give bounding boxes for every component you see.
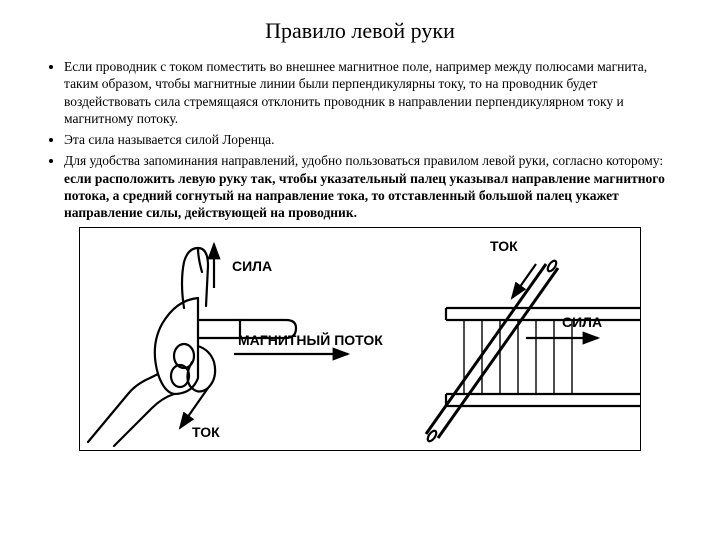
bullet-2: Эта сила называется силой Лоренца. — [64, 131, 684, 148]
label-current-left: ТОК — [192, 424, 220, 440]
label-force-right: СИЛА — [562, 314, 602, 330]
figure: СИЛА МАГНИТНЫЙ ПОТОК ТОК — [79, 227, 641, 451]
label-flux-left: МАГНИТНЫЙ ПОТОК — [238, 332, 383, 348]
label-force-left: СИЛА — [232, 258, 272, 274]
panel-hand: СИЛА МАГНИТНЫЙ ПОТОК ТОК — [80, 228, 386, 450]
panel-conductor: ТОК СИЛА — [386, 228, 640, 450]
label-current-right: ТОК — [490, 238, 518, 254]
bullet-list: Если проводник с током поместить во внеш… — [36, 58, 684, 221]
bullet-3-plain: Для удобства запоминания направлений, уд… — [64, 153, 663, 168]
figure-wrap: СИЛА МАГНИТНЫЙ ПОТОК ТОК — [36, 227, 684, 451]
bullet-3: Для удобства запоминания направлений, уд… — [64, 152, 684, 221]
page-title: Правило левой руки — [36, 18, 684, 44]
bullet-3-bold: если расположить левую руку так, чтобы у… — [64, 171, 665, 221]
conductor-diagram — [386, 228, 640, 450]
bullet-1: Если проводник с током поместить во внеш… — [64, 58, 684, 127]
page: Правило левой руки Если проводник с токо… — [0, 0, 720, 540]
